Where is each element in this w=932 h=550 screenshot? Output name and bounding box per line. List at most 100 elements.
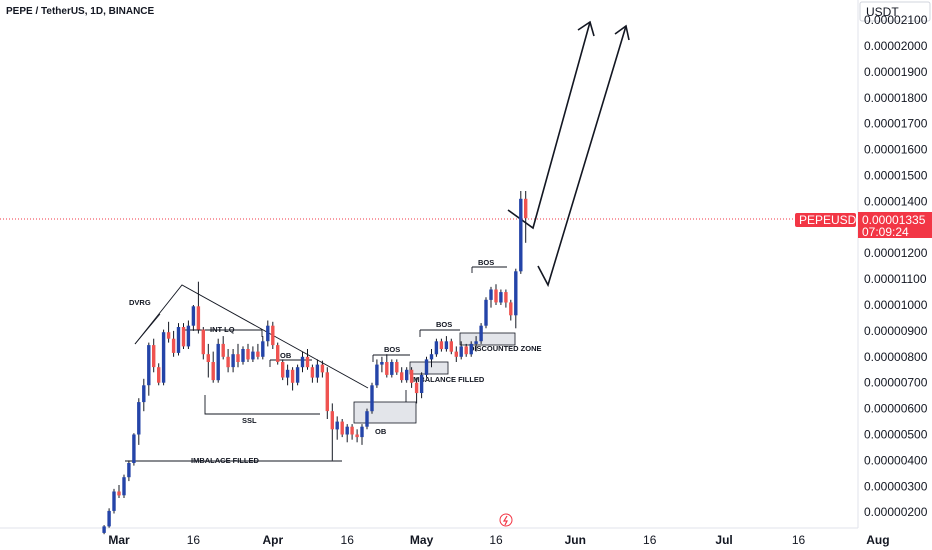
candle	[385, 354, 389, 378]
last-price-label[interactable]: 0.00001335 07:09:24	[858, 212, 932, 239]
candle-body	[325, 372, 329, 412]
candle	[171, 330, 176, 357]
candle-body	[246, 349, 250, 360]
price-tick-label: 0.00000500	[864, 428, 928, 442]
candle	[216, 338, 220, 383]
candle-body	[429, 354, 434, 360]
candle	[226, 349, 230, 373]
candle	[424, 356, 429, 378]
candle	[489, 286, 493, 308]
candle	[137, 398, 141, 445]
candle	[444, 336, 449, 352]
ob-zone	[353, 401, 417, 424]
candle	[261, 336, 265, 360]
candle-body	[271, 325, 275, 346]
symbol-tag[interactable]: PEPEUSDT	[795, 213, 864, 227]
candle-body	[201, 329, 205, 355]
candle-body	[226, 356, 230, 368]
candle-body	[449, 341, 453, 352]
price-tick-label: 0.00000700	[864, 376, 928, 390]
candle	[295, 364, 300, 386]
candle	[206, 343, 210, 378]
candle-body	[290, 369, 295, 383]
candle-body	[395, 362, 399, 373]
candle	[271, 321, 275, 349]
plot-area[interactable]	[0, 0, 858, 528]
price-tick-label: 0.00002100	[864, 13, 928, 27]
candle	[300, 351, 305, 373]
candle-body	[330, 411, 334, 430]
time-axis-labels: Mar 16 Apr 16 May 16 Jun 16 Jul 16 Aug	[108, 533, 889, 547]
candle-body	[176, 327, 181, 353]
candle-body	[152, 345, 156, 368]
candle-body	[375, 364, 379, 386]
time-axis-label: Mar	[108, 533, 130, 547]
price-tick-label: 0.00000400	[864, 453, 928, 467]
candle-body	[524, 198, 528, 219]
candle-body	[300, 356, 305, 368]
time-axis-label: Apr	[262, 533, 283, 547]
price-tick-label: 0.00000300	[864, 479, 928, 493]
candle	[305, 349, 310, 370]
price-axis[interactable]	[858, 0, 932, 550]
price-tick-label: 0.00000900	[864, 324, 928, 338]
bos-3-label: BOS	[478, 258, 494, 267]
annotation-lines	[125, 266, 507, 462]
candle	[201, 327, 205, 360]
candle	[494, 284, 498, 305]
candle-body	[464, 346, 468, 355]
ob-top-label: OB	[280, 351, 292, 360]
candle-body	[414, 382, 419, 394]
candle	[414, 377, 419, 404]
time-axis-label: 16	[792, 533, 806, 547]
candle	[504, 289, 508, 308]
time-axis-label: 16	[187, 533, 201, 547]
time-axis-label: 16	[489, 533, 503, 547]
bos-1-label: BOS	[384, 345, 400, 354]
candle	[147, 342, 151, 396]
candle	[310, 364, 315, 383]
candle	[335, 416, 339, 440]
candle	[285, 364, 290, 386]
candle-body	[499, 292, 503, 303]
dvrg-line	[134, 284, 369, 389]
candle	[166, 321, 171, 343]
ob-zone-label: OB	[375, 427, 387, 436]
candle	[474, 336, 478, 352]
time-axis-label: 16	[341, 533, 355, 547]
dvrg-short	[134, 313, 161, 345]
candle-body	[405, 369, 409, 381]
int-lq-label: INT LQ	[210, 325, 235, 334]
candle	[330, 403, 334, 461]
imbalance-filled-high-label: IMBALANCE FILLED	[411, 375, 485, 384]
candle-body	[355, 434, 359, 438]
candle	[345, 424, 349, 443]
candle	[419, 372, 424, 399]
candle-body	[211, 362, 215, 381]
candle	[112, 488, 116, 514]
candle-body	[181, 327, 186, 347]
candle	[375, 359, 379, 388]
candle	[429, 349, 434, 368]
candle	[122, 474, 126, 498]
candle	[355, 429, 359, 443]
candle-body	[161, 332, 166, 383]
candle-body	[281, 362, 285, 378]
candle-body	[350, 426, 354, 435]
price-tick-label: 0.00001500	[864, 169, 928, 183]
candle	[469, 341, 473, 357]
lightning-event-icon[interactable]	[499, 513, 513, 527]
candle-body	[171, 338, 176, 353]
candle-body	[132, 434, 136, 463]
candle-body	[479, 325, 483, 342]
candle-body	[509, 302, 513, 316]
price-tick-label: 0.00000200	[864, 505, 928, 519]
candle-body	[380, 362, 384, 365]
currency-button[interactable]: USDT	[859, 1, 931, 22]
candle	[186, 320, 191, 349]
candle-body	[266, 325, 270, 342]
candle-body	[157, 367, 161, 383]
candle	[499, 289, 503, 305]
candle	[400, 367, 404, 383]
